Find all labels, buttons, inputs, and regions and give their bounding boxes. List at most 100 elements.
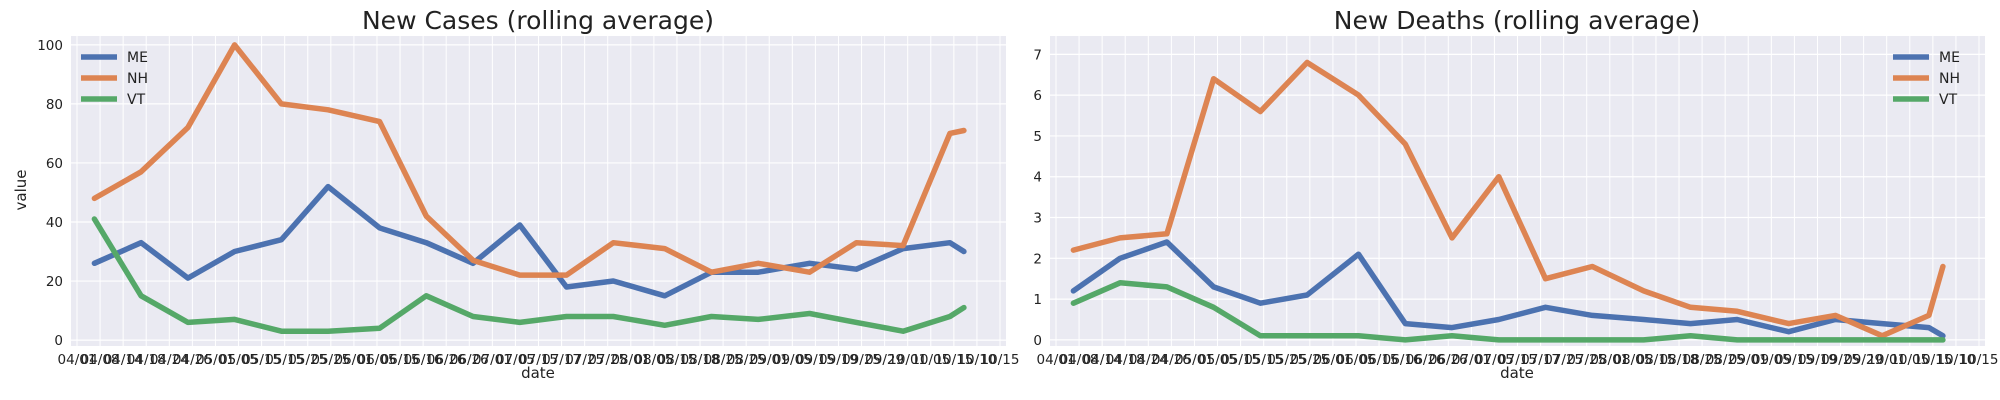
deaths-x-tick-label: 06/26	[1406, 352, 1445, 368]
cases-x-tick-label: 07/25	[588, 352, 627, 368]
deaths-y-tick-label: 1	[1033, 292, 1042, 308]
cases-x-tick-label: 05/15	[265, 352, 304, 368]
deaths-x-tick-label: 04/18	[1106, 352, 1145, 368]
deaths-x-tick-label: 08/05	[1613, 352, 1652, 368]
cases-x-tick-label: 04/26	[173, 352, 212, 368]
cases-x-tick-label: 07/25	[565, 352, 604, 368]
deaths-x-tick-label: 06/05	[1337, 352, 1376, 368]
cases-x-tick-label: 10/01	[888, 352, 927, 368]
cases-x-tick-label: 04/14	[104, 352, 143, 368]
cases-x-tick-label: 07/05	[496, 352, 535, 368]
deaths-x-tick-label: 07/01	[1452, 352, 1491, 368]
deaths-legend-label-me: ME	[1939, 50, 1960, 66]
deaths-x-tick-label: 08/25	[1683, 352, 1722, 368]
deaths-x-tick-label: 09/05	[1752, 352, 1791, 368]
deaths-x-tick-label: 07/05	[1475, 352, 1514, 368]
deaths-x-tick-label: 05/15	[1221, 352, 1260, 368]
deaths-x-tick-label: 10/01	[1867, 352, 1906, 368]
cases-y-tick-label: 100	[37, 38, 63, 54]
cases-x-tick-label: 04/01	[58, 352, 97, 368]
cases-x-axis-label: date	[521, 364, 555, 382]
cases-x-tick-label: 09/29	[865, 352, 904, 368]
deaths-x-tick-label: 05/25	[1267, 352, 1306, 368]
cases-series-nh-line	[91, 42, 967, 278]
cases-y-tick-label: 40	[46, 215, 63, 231]
deaths-x-tick-label: 09/19	[1798, 352, 1837, 368]
deaths-x-tick-label: 06/16	[1383, 352, 1422, 368]
deaths-x-tick-label: 05/01	[1175, 352, 1214, 368]
deaths-x-tick-label: 07/17	[1521, 352, 1560, 368]
cases-y-tick-label: 60	[46, 156, 63, 172]
cases-x-tick-label: 10/10	[957, 352, 996, 368]
deaths-x-tick-label: 05/05	[1198, 352, 1237, 368]
deaths-y-tick-label: 5	[1033, 129, 1042, 145]
cases-x-tick-label: 09/05	[773, 352, 812, 368]
cases-x-tick-label: 10/15	[934, 352, 973, 368]
deaths-x-tick-label: 09/01	[1729, 352, 1768, 368]
deaths-series-vt-line	[1070, 280, 1946, 343]
cases-x-tick-label: 06/26	[450, 352, 489, 368]
cases-x-tick-label: 06/26	[427, 352, 466, 368]
deaths-legend-label-nh: NH	[1939, 71, 1960, 87]
cases-chart-title: New Cases (rolling average)	[362, 6, 714, 35]
cases-x-tick-label: 08/01	[611, 352, 650, 368]
cases-x-tick-label: 07/17	[542, 352, 581, 368]
cases-y-axis-label: value	[12, 170, 30, 211]
cases-x-tick-label: 05/05	[219, 352, 258, 368]
cases-legend-label-me: ME	[127, 50, 148, 66]
deaths-x-tick-label: 06/01	[1313, 352, 1352, 368]
cases-x-tick-label: 04/24	[150, 352, 189, 368]
deaths-x-tick-label: 09/25	[1821, 352, 1860, 368]
cases-x-tick-label: 07/15	[519, 352, 558, 368]
deaths-x-tick-label: 04/24	[1129, 352, 1168, 368]
deaths-x-tick-label: 08/18	[1660, 352, 1699, 368]
deaths-legend-label-vt: VT	[1939, 92, 1958, 108]
cases-x-tick-label: 09/19	[819, 352, 858, 368]
deaths-series-me-line	[1070, 239, 1946, 339]
deaths-x-tick-label: 08/25	[1706, 352, 1745, 368]
cases-chart-panel: New Cases (rolling average) date value 0…	[12, 6, 1019, 382]
deaths-x-tick-label: 10/05	[1890, 352, 1929, 368]
deaths-x-tick-label: 10/15	[1913, 352, 1952, 368]
deaths-y-tick-label: 7	[1033, 47, 1042, 63]
deaths-x-tick-label: 04/26	[1152, 352, 1191, 368]
cases-x-tick-label: 04/18	[127, 352, 166, 368]
deaths-chart-title: New Deaths (rolling average)	[1334, 6, 1700, 35]
deaths-y-tick-label: 0	[1033, 333, 1042, 349]
cases-y-tick-label: 0	[54, 333, 63, 349]
cases-y-tick-label: 20	[46, 274, 63, 290]
cases-x-tick-label: 06/16	[404, 352, 443, 368]
cases-x-tick-label: 07/01	[473, 352, 512, 368]
deaths-x-tick-label: 06/15	[1360, 352, 1399, 368]
cases-series-me-line	[91, 183, 967, 299]
deaths-y-tick-label: 4	[1033, 170, 1042, 186]
cases-x-tick-label: 04/08	[81, 352, 120, 368]
deaths-x-tick-label: 09/29	[1844, 352, 1883, 368]
cases-x-tick-label: 08/05	[634, 352, 673, 368]
cases-x-tick-label: 05/01	[196, 352, 235, 368]
deaths-x-tick-label: 08/15	[1636, 352, 1675, 368]
deaths-x-tick-label: 05/15	[1244, 352, 1283, 368]
deaths-x-tick-label: 07/25	[1544, 352, 1583, 368]
cases-x-tick-label: 08/15	[657, 352, 696, 368]
cases-x-tick-label: 09/15	[796, 352, 835, 368]
deaths-y-tick-label: 3	[1033, 211, 1042, 227]
cases-x-tick-label: 05/25	[288, 352, 327, 368]
cases-x-tick-label: 08/18	[681, 352, 720, 368]
deaths-x-tick-label: 08/01	[1590, 352, 1629, 368]
deaths-x-axis-label: date	[1500, 364, 1534, 382]
cases-x-tick-label: 09/01	[750, 352, 789, 368]
deaths-x-tick-label: 10/15	[1960, 352, 1999, 368]
deaths-y-tick-label: 6	[1033, 88, 1042, 104]
cases-legend-label-nh: NH	[127, 71, 148, 87]
deaths-x-tick-label: 10/10	[1936, 352, 1975, 368]
deaths-x-tick-label: 04/14	[1083, 352, 1122, 368]
cases-x-tick-label: 06/05	[358, 352, 397, 368]
cases-series-vt-line	[91, 216, 967, 334]
deaths-x-tick-label: 06/26	[1429, 352, 1468, 368]
cases-y-tick-label: 80	[46, 97, 63, 113]
deaths-y-tick-label: 2	[1033, 251, 1042, 267]
deaths-x-tick-label: 04/08	[1060, 352, 1099, 368]
deaths-series-nh-line	[1070, 59, 1946, 339]
